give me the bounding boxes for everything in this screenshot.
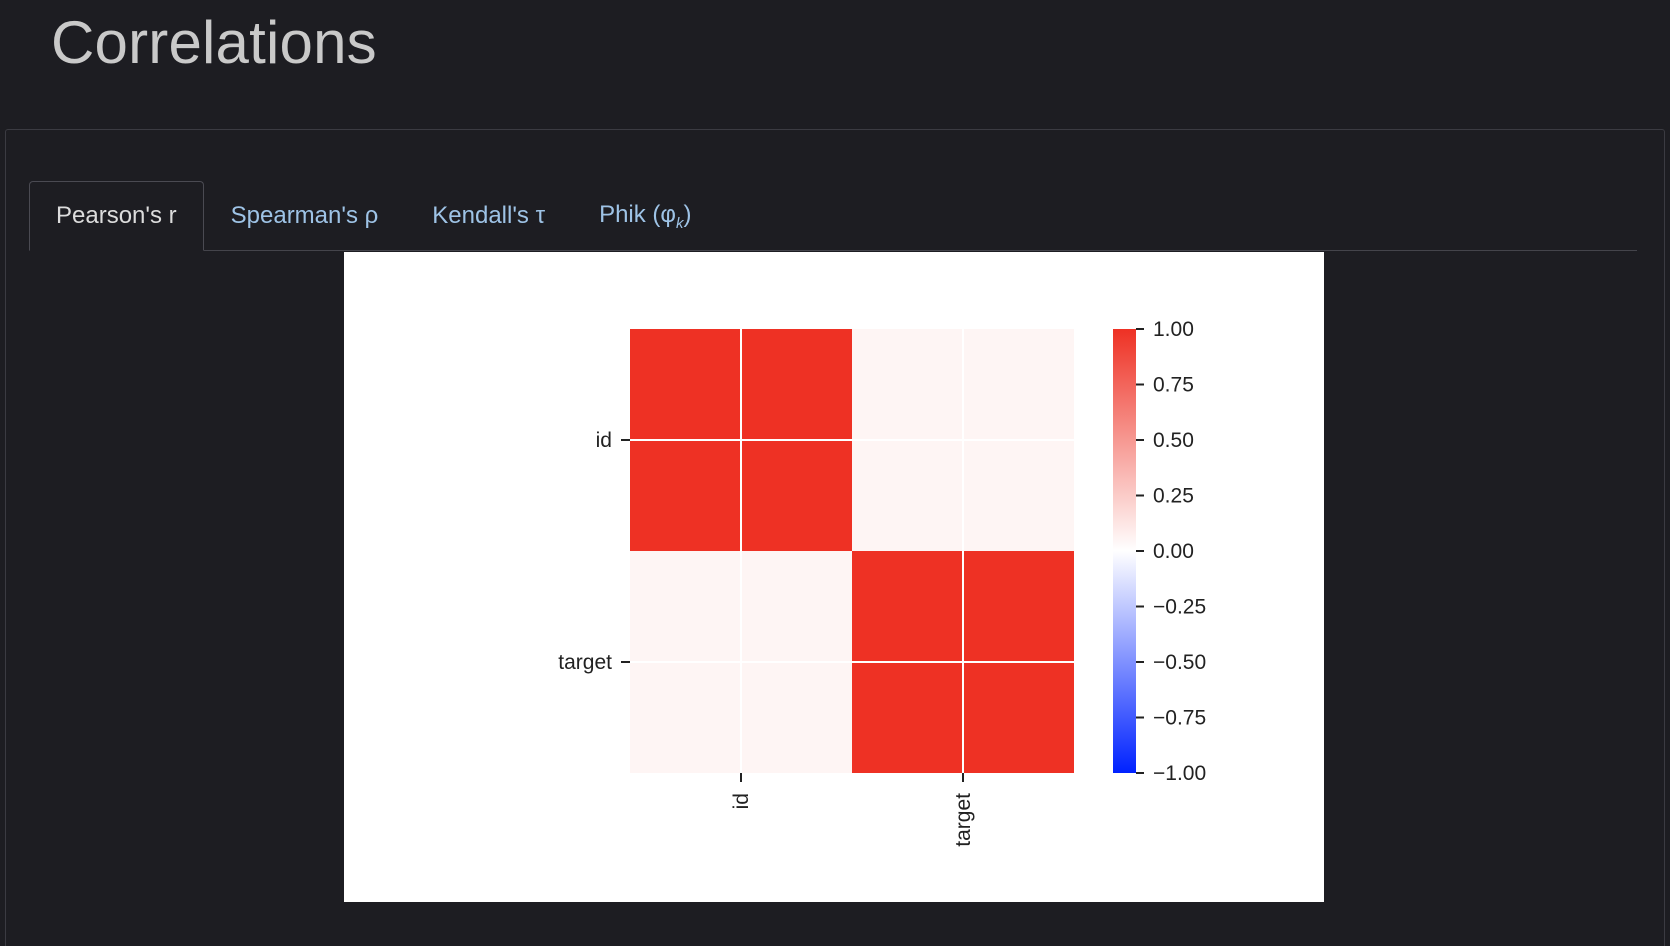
tab-spearman-label: Spearman's ρ [230,202,379,229]
correlation-heatmap-figure: id target id target 1.00 0.75 0.50 0.25 0.00 −0… [344,252,1324,902]
tab-kendall[interactable]: Kendall's τ [405,181,572,251]
colorbar-tick-label: 1.00 [1153,318,1194,341]
y-tick-label-id: id [596,429,612,452]
colorbar-tick-label: −0.75 [1153,707,1206,730]
y-tick-label-target: target [558,651,612,674]
correlation-tabs: Pearson's r Spearman's ρ Kendall's τ Phi… [29,178,1637,251]
colorbar-tick-label: 0.00 [1153,540,1194,563]
x-tick-label-target: target [952,793,975,847]
colorbar-tick-label: −0.50 [1153,651,1206,674]
tab-pearson-label: Pearson's r [56,202,177,229]
tab-phik-label-sub: k [676,214,684,232]
colorbar-tick-label: 0.75 [1153,374,1194,397]
colorbar-tick-label: −0.25 [1153,596,1206,619]
page-title: Correlations [51,9,377,76]
x-tick-label-id: id [730,793,753,809]
tab-phik-label-close: ) [683,200,692,228]
colorbar-tick-label: 0.50 [1153,429,1194,452]
tab-phik[interactable]: Phik (φk) [572,181,718,251]
heatmap-chart: id target id target 1.00 0.75 0.50 0.25 0.00 −0… [558,318,1206,847]
colorbar-tick-label: −1.00 [1153,762,1206,785]
colorbar-tick-label: 0.25 [1153,485,1194,508]
colorbar [1113,329,1136,773]
tab-spearman[interactable]: Spearman's ρ [204,181,406,251]
tab-pearson[interactable]: Pearson's r [29,181,204,251]
tab-phik-label-main: Phik (φ [599,200,676,228]
tab-kendall-label: Kendall's τ [432,202,546,229]
tab-phik-label: Phik (φk) [599,201,691,232]
